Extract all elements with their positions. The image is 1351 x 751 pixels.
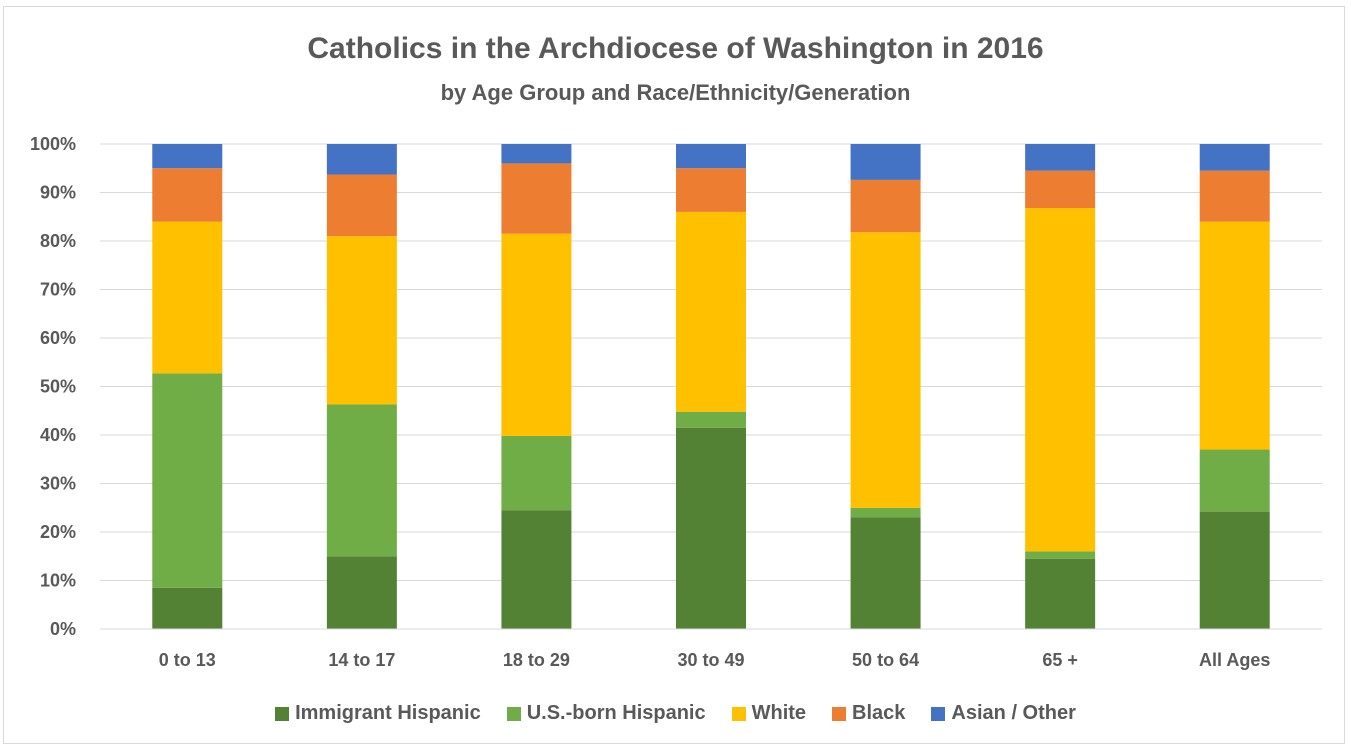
bar-segment — [326, 236, 397, 405]
bar-segment — [326, 144, 397, 175]
bar-segment — [152, 144, 223, 169]
bar-segment — [1025, 144, 1096, 171]
legend-item: U.S.-born Hispanic — [506, 702, 706, 725]
stacked-bars — [100, 144, 1322, 630]
y-axis-tick-labels: 0% 10% 20% 30% 40% 50% 60% 70% 80% 90% 100% — [30, 134, 76, 639]
x-axis-tick-labels: 0 to 13 14 to 17 18 to 29 30 to 49 50 to 64 6… — [159, 650, 1271, 670]
legend-item: White — [731, 702, 807, 725]
legend-label: Asian / Other — [951, 702, 1076, 724]
bar-segment — [676, 168, 746, 212]
y-tick-label: 50% — [40, 377, 76, 397]
bar-segment — [501, 144, 572, 164]
bar-segment — [850, 507, 921, 518]
y-tick-label: 100% — [30, 134, 76, 154]
bar-segment — [1199, 221, 1270, 450]
bar-segment — [676, 411, 746, 428]
bar-segment — [1199, 449, 1270, 512]
legend-swatch — [731, 706, 746, 721]
bar-segment — [1199, 170, 1270, 222]
x-tick-label: 18 to 29 — [503, 650, 570, 670]
y-tick-label: 0% — [50, 619, 76, 639]
y-tick-label: 70% — [40, 280, 76, 300]
bar-segment — [152, 373, 223, 588]
y-tick-label: 80% — [40, 231, 76, 251]
y-tick-label: 40% — [40, 425, 76, 445]
y-tick-label: 20% — [40, 522, 76, 542]
bar-segment — [501, 163, 572, 234]
legend-label: Black — [852, 702, 906, 724]
x-tick-label: All Ages — [1199, 650, 1270, 670]
bar-segment — [1025, 551, 1096, 559]
y-tick-label: 10% — [40, 571, 76, 591]
x-tick-label: 14 to 17 — [328, 650, 395, 670]
bar-segment — [1025, 558, 1096, 629]
bar-segment — [152, 168, 223, 222]
bar-segment — [501, 510, 572, 629]
legend: Immigrant Hispanic U.S.-born Hispanic Whit… — [0, 702, 1351, 725]
bar-segment — [152, 221, 223, 374]
bar-segment — [850, 144, 921, 180]
bar-segment — [152, 587, 223, 629]
bar-segment — [850, 517, 921, 629]
x-tick-label: 50 to 64 — [852, 650, 919, 670]
bar-segment — [326, 556, 397, 629]
legend-swatch — [275, 706, 290, 721]
bar-segment — [850, 179, 921, 233]
bar-segment — [1025, 170, 1096, 209]
chart-title: Catholics in the Archdiocese of Washingt… — [307, 32, 1044, 65]
x-tick-label: 0 to 13 — [159, 650, 216, 670]
bar-segment — [1199, 511, 1270, 629]
legend-label: U.S.-born Hispanic — [526, 702, 706, 724]
legend-swatch — [931, 706, 946, 721]
legend-label: White — [751, 702, 807, 724]
legend-item: Black — [832, 702, 905, 725]
bar-segment — [1025, 208, 1096, 552]
chart-subtitle: by Age Group and Race/Ethnicity/Generati… — [440, 80, 911, 105]
y-tick-label: 60% — [40, 328, 76, 348]
legend-item: Asian / Other — [931, 702, 1076, 725]
bar-segment — [501, 435, 572, 511]
y-tick-label: 30% — [40, 474, 76, 494]
legend-item: Immigrant Hispanic — [275, 702, 481, 725]
x-tick-label: 65 + — [1042, 650, 1078, 670]
bar-segment — [501, 233, 572, 436]
bar-segment — [676, 427, 746, 629]
legend-label: Immigrant Hispanic — [295, 702, 481, 724]
bar-segment — [850, 232, 921, 508]
bar-segment — [1199, 144, 1270, 171]
bar-segment — [676, 144, 746, 169]
bar-segment — [676, 211, 746, 412]
legend-swatch — [506, 706, 521, 721]
bar-segment — [326, 404, 397, 557]
bar-segment — [326, 174, 397, 237]
y-tick-label: 90% — [40, 183, 76, 203]
chart-frame — [3, 6, 1345, 744]
x-tick-label: 30 to 49 — [677, 650, 744, 670]
legend-swatch — [832, 706, 847, 721]
